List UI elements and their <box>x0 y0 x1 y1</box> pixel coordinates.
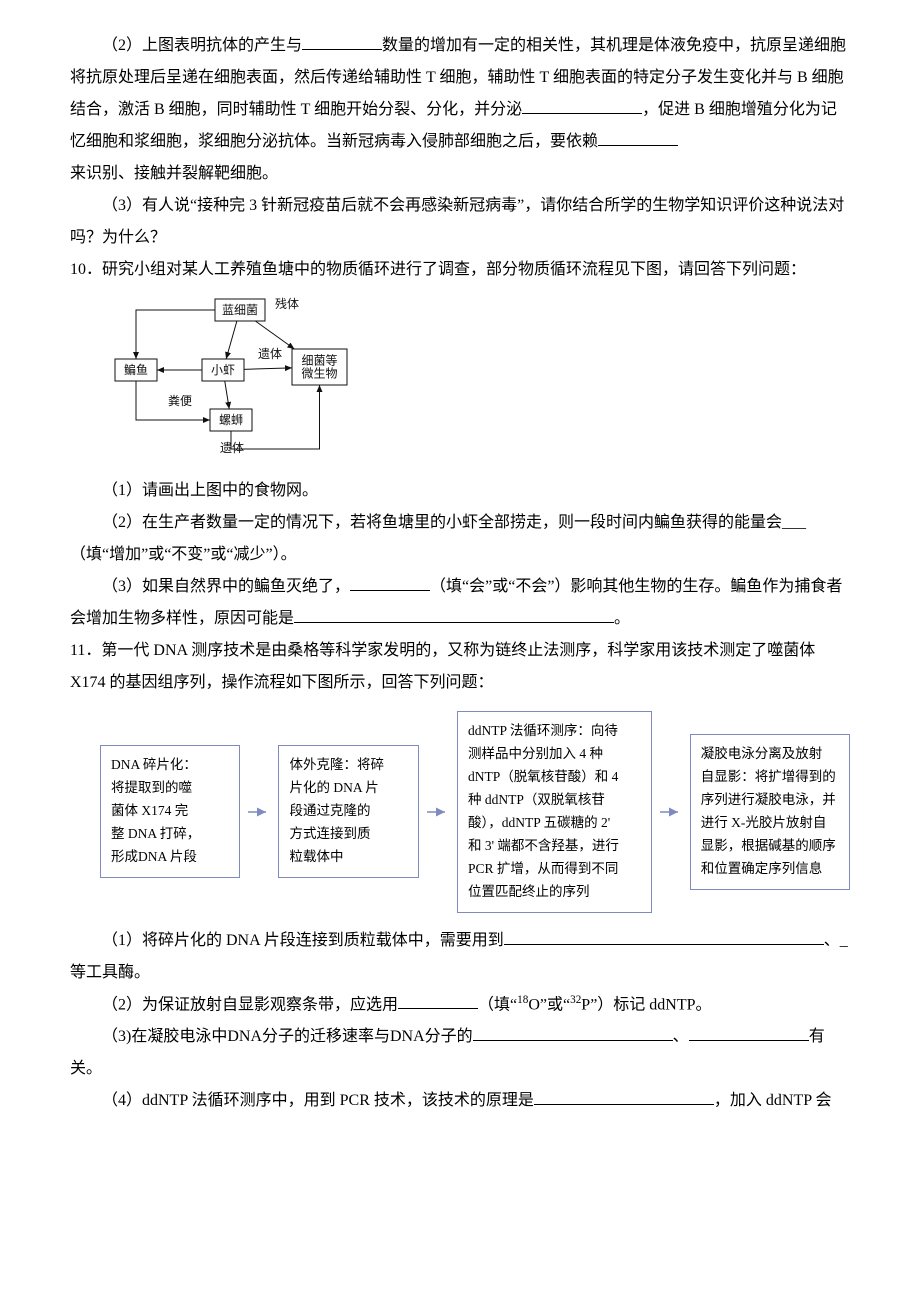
svg-text:螺蛳: 螺蛳 <box>219 413 243 427</box>
text: （2）上图表明抗体的产生与 <box>102 37 302 54</box>
blank <box>522 97 642 114</box>
svg-text:蓝细菌: 蓝细菌 <box>222 303 258 317</box>
text: ”）标记 ddNTP。 <box>590 996 711 1013</box>
flow-box-4: 凝胶电泳分离及放射 自显影：将扩增得到的 序列进行凝胶电泳，并 进行 X-光胶片… <box>690 734 850 890</box>
text: 10．研究小组对某人工养殖鱼塘中的物质循环进行了调查，部分物质循环流程见下图，请… <box>70 261 806 278</box>
text: 11．第一代 DNA 测序技术是由桑格等科学家发明的，又称为链终止法测序，科学家… <box>70 642 815 691</box>
q10-stem: 10．研究小组对某人工养殖鱼塘中的物质循环进行了调查，部分物质循环流程见下图，请… <box>70 254 850 286</box>
text: （3)在凝胶电泳中DNA分子的迁移速率与DNA分子的 <box>102 1028 473 1045</box>
isotope-sup: 18 <box>517 994 528 1006</box>
flow-box-3: ddNTP 法循环测序：向待 测样品中分别加入 4 种 dNTP（脱氧核苷酸）和… <box>457 711 652 913</box>
arrow-icon <box>658 802 684 822</box>
q9-p2-cont: 来识别、接触并裂解靶细胞。 <box>70 158 850 190</box>
arrow-icon <box>425 802 451 822</box>
blank <box>294 606 614 623</box>
q11-flowchart: DNA 碎片化： 将提取到的噬 菌体 X174 完 整 DNA 打碎， 形成DN… <box>100 711 850 913</box>
text: （2）为保证放射自显影观察条带，应选用 <box>102 996 398 1013</box>
svg-text:鳊鱼: 鳊鱼 <box>124 362 148 377</box>
q11-p4: （4）ddNTP 法循环测序中，用到 PCR 技术，该技术的原理是 ，加入 ddN… <box>70 1085 850 1117</box>
text: （填“ <box>478 996 517 1013</box>
isotope: P <box>581 996 590 1013</box>
text: （2）在生产者数量一定的情况下，若将鱼塘里的小虾全部捞走，则一段时间内鳊鱼获得的… <box>70 514 806 563</box>
blank <box>398 992 478 1009</box>
q10-p1: （1）请画出上图中的食物网。 <box>70 475 850 507</box>
q9-p2: （2）上图表明抗体的产生与数量的增加有一定的相关性，其机理是体液免疫中，抗原呈递… <box>70 30 850 158</box>
q11-p3: （3)在凝胶电泳中DNA分子的迁移速率与DNA分子的、有关。 <box>70 1021 850 1085</box>
page-content: （2）上图表明抗体的产生与数量的增加有一定的相关性，其机理是体液免疫中，抗原呈递… <box>0 0 920 1147</box>
blank <box>534 1088 714 1105</box>
q11-p1: （1）将碎片化的 DNA 片段连接到质粒载体中，需要用到、_等工具酶。 <box>70 925 850 989</box>
flow-box-2: 体外克隆：将碎 片化的 DNA 片 段通过克隆的 方式连接到质 粒载体中 <box>278 745 418 878</box>
svg-text:细菌等: 细菌等 <box>301 354 337 368</box>
blank <box>598 129 678 146</box>
blank <box>689 1024 809 1041</box>
arrow-icon <box>246 802 272 822</box>
blank <box>302 33 382 50</box>
svg-text:残体: 残体 <box>275 297 299 311</box>
food-web-svg: 残体遗体粪便遗体蓝细菌小虾鳊鱼螺蛳细菌等微生物 <box>110 294 355 459</box>
text: ”或“ <box>540 996 570 1013</box>
isotope: O <box>528 996 540 1013</box>
q11-p2: （2）为保证放射自显影观察条带，应选用 （填“18O”或“32P”）标记 ddNT… <box>70 989 850 1021</box>
blank <box>473 1024 673 1041</box>
text: （3）有人说“接种完 3 针新冠疫苗后就不会再感染新冠病毒”，请你结合所学的生物… <box>70 197 844 246</box>
text: 来识别、接触并裂解靶细胞。 <box>70 165 278 182</box>
svg-text:小虾: 小虾 <box>211 363 235 377</box>
text: （1）请画出上图中的食物网。 <box>102 482 318 499</box>
text: （4）ddNTP 法循环测序中，用到 PCR 技术，该技术的原理是 <box>102 1092 534 1109</box>
svg-text:遗体: 遗体 <box>258 347 282 361</box>
text: ，加入 ddNTP 会 <box>714 1092 832 1109</box>
isotope-sup: 32 <box>570 994 581 1006</box>
flow-box-1: DNA 碎片化： 将提取到的噬 菌体 X174 完 整 DNA 打碎， 形成DN… <box>100 745 240 878</box>
q11-stem: 11．第一代 DNA 测序技术是由桑格等科学家发明的，又称为链终止法测序，科学家… <box>70 635 850 699</box>
blank <box>504 928 824 945</box>
q10-p2: （2）在生产者数量一定的情况下，若将鱼塘里的小虾全部捞走，则一段时间内鳊鱼获得的… <box>70 507 850 571</box>
svg-text:粪便: 粪便 <box>168 394 192 408</box>
text: 。 <box>614 610 630 627</box>
q9-p3: （3）有人说“接种完 3 针新冠疫苗后就不会再感染新冠病毒”，请你结合所学的生物… <box>70 190 850 254</box>
q10-p3: （3）如果自然界中的鳊鱼灭绝了，（填“会”或“不会”）影响其他生物的生存。鳊鱼作… <box>70 571 850 635</box>
svg-text:遗体: 遗体 <box>220 441 244 455</box>
text: 、 <box>673 1028 689 1045</box>
text: （3）如果自然界中的鳊鱼灭绝了， <box>102 578 350 595</box>
svg-text:微生物: 微生物 <box>301 367 337 381</box>
q10-diagram: 残体遗体粪便遗体蓝细菌小虾鳊鱼螺蛳细菌等微生物 <box>110 294 850 471</box>
text: （1）将碎片化的 DNA 片段连接到质粒载体中，需要用到 <box>102 932 504 949</box>
blank <box>350 574 430 591</box>
